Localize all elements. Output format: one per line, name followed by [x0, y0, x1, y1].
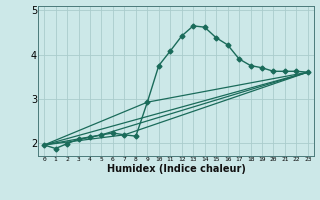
X-axis label: Humidex (Indice chaleur): Humidex (Indice chaleur): [107, 164, 245, 174]
